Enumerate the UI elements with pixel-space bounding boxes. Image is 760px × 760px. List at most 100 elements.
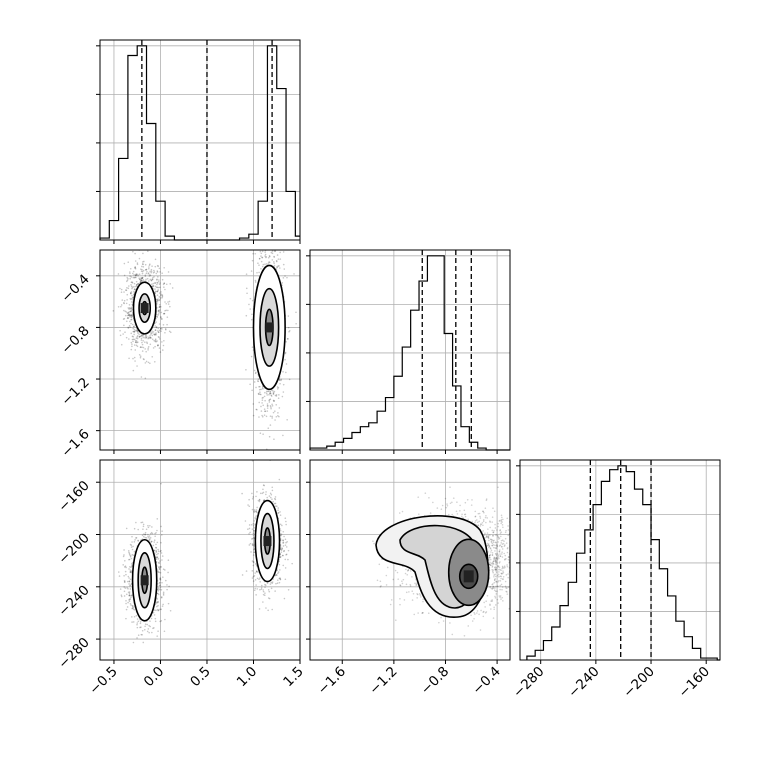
hist-param-1	[96, 39, 301, 244]
scatter-point	[489, 603, 491, 606]
scatter-point	[254, 579, 257, 581]
scatter-point	[132, 606, 135, 609]
scatter-point	[265, 584, 267, 586]
scatter-point	[138, 273, 141, 275]
scatter-point	[156, 281, 158, 284]
scatter-point	[142, 528, 144, 530]
scatter-point	[120, 304, 123, 306]
scatter-point	[255, 570, 258, 573]
scatter-point	[158, 279, 160, 281]
scatter-point	[288, 331, 290, 333]
scatter-point	[163, 312, 166, 315]
scatter-point	[419, 594, 422, 596]
scatter-point	[266, 496, 269, 499]
scatter-point	[416, 582, 418, 585]
scatter-point	[136, 335, 139, 337]
scatter-point	[485, 600, 487, 602]
scatter-point	[160, 534, 163, 536]
scatter-point	[155, 550, 158, 553]
scatter-point	[130, 604, 132, 606]
scatter-point	[153, 614, 156, 616]
scatter-point	[134, 260, 137, 262]
scatter-point	[487, 537, 490, 540]
x-tick-label: 1.5	[280, 664, 307, 691]
scatter-point	[129, 275, 131, 277]
scatter-point	[258, 499, 261, 501]
scatter-point	[141, 263, 144, 265]
scatter-point	[247, 504, 249, 506]
scatter-point	[131, 607, 133, 610]
scatter-point	[140, 270, 143, 273]
scatter-point	[120, 288, 123, 291]
scatter-point	[137, 282, 139, 285]
scatter-point	[133, 325, 135, 328]
scatter-point	[277, 509, 279, 511]
scatter-point	[249, 531, 251, 534]
scatter-point	[141, 341, 143, 344]
scatter-point	[157, 550, 160, 553]
scatter-point	[253, 369, 256, 372]
scatter-point	[255, 509, 258, 511]
scatter-point	[154, 617, 157, 620]
scatter-point	[152, 285, 155, 287]
scatter-point	[153, 541, 156, 543]
density-peak	[140, 575, 149, 586]
scatter-point	[155, 321, 157, 323]
scatter-point	[147, 535, 149, 538]
x-tick-label: −0.5	[86, 664, 120, 698]
scatter-point	[139, 622, 142, 625]
scatter-point	[130, 283, 132, 286]
scatter-point	[245, 570, 248, 572]
scatter-point	[270, 407, 272, 410]
scatter-point	[282, 263, 285, 266]
density-peak	[265, 322, 274, 333]
x-tick-label: 0.5	[187, 664, 214, 691]
scatter-point	[130, 348, 133, 351]
scatter-point	[149, 343, 152, 346]
scatter-point	[268, 394, 270, 396]
scatter-point	[147, 628, 150, 630]
scatter-point	[241, 574, 244, 576]
scatter-point	[159, 560, 161, 562]
scatter-point	[499, 535, 502, 538]
scatter-point	[269, 226, 271, 228]
scatter-point	[273, 262, 275, 265]
scatter-point	[158, 561, 160, 564]
scatter-point	[489, 538, 492, 541]
scatter-point	[127, 307, 130, 309]
scatter-point	[263, 414, 266, 416]
hist-param-2	[306, 249, 511, 454]
scatter-point	[144, 263, 147, 266]
scatter-point	[157, 604, 159, 607]
scatter-point	[248, 505, 251, 508]
scatter-point	[247, 528, 249, 531]
scatter-point	[124, 314, 127, 317]
scatter-point	[149, 274, 151, 276]
scatter-point	[147, 524, 149, 527]
scatter-point	[163, 282, 166, 285]
scatter-point	[152, 285, 154, 288]
scatter-point	[493, 574, 495, 576]
scatter-point	[153, 271, 156, 273]
scatter-point	[158, 582, 161, 584]
scatter-point	[250, 523, 253, 526]
scatter-point	[281, 282, 284, 284]
scatter-point	[164, 301, 166, 303]
scatter-point	[165, 309, 168, 312]
scatter-point	[261, 256, 263, 259]
scatter-point	[134, 339, 137, 342]
scatter-point	[119, 287, 121, 290]
scatter-point	[489, 526, 491, 529]
scatter-point	[156, 635, 159, 637]
scatter-point	[278, 379, 281, 382]
scatter-point	[269, 398, 272, 401]
scatter-point	[269, 405, 272, 407]
scatter-point	[251, 537, 254, 540]
scatter-point	[136, 623, 138, 626]
scatter-point	[128, 357, 130, 360]
scatter-point	[261, 256, 264, 259]
scatter-point	[144, 274, 147, 276]
scatter-point	[137, 539, 139, 542]
scatter-point	[126, 276, 129, 279]
scatter-point	[145, 528, 148, 531]
